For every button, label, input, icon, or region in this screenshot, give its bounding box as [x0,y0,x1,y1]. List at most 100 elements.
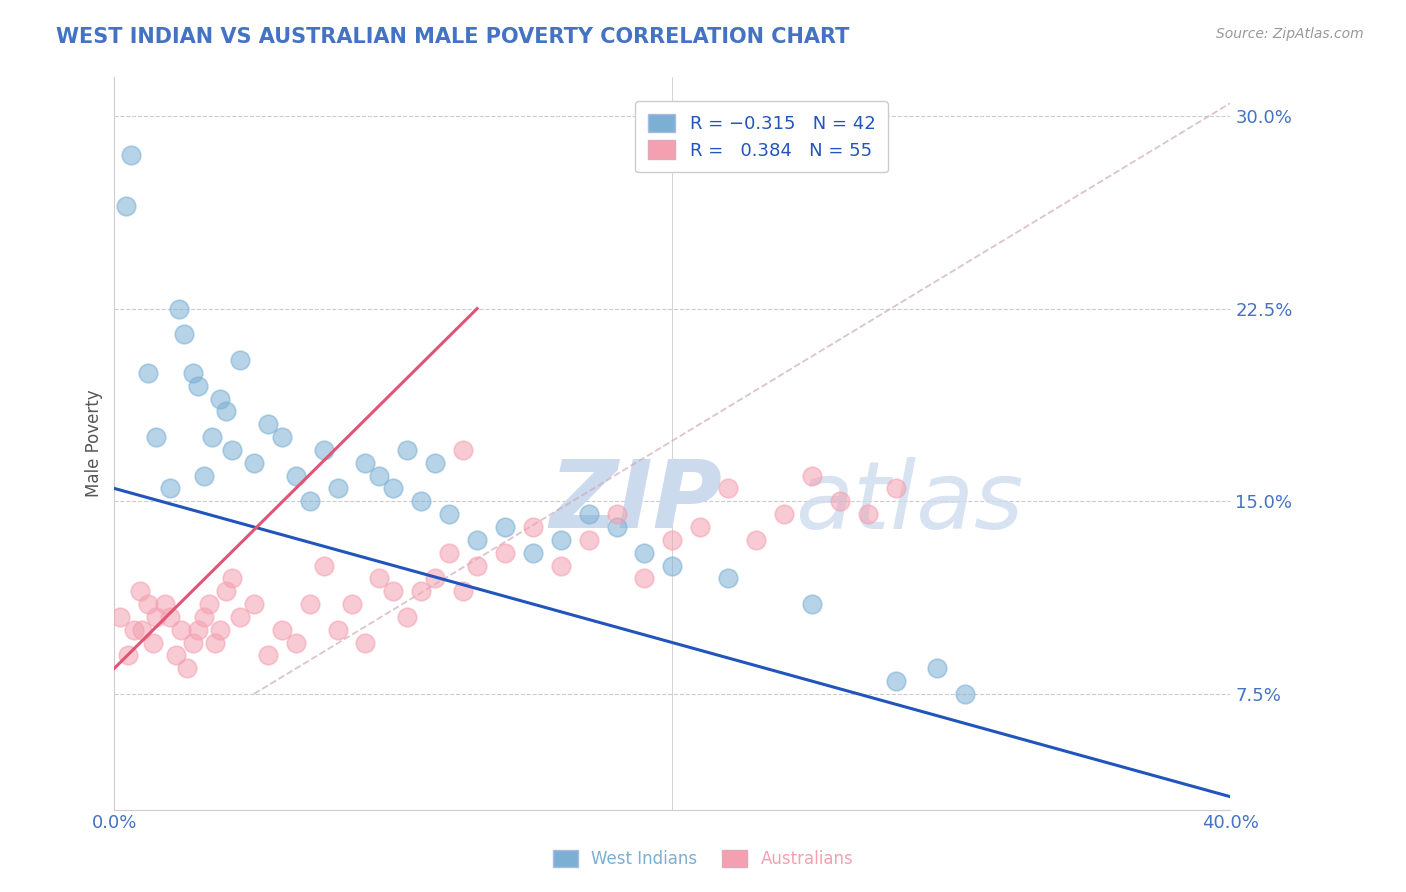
Point [828,494,851,508]
Point [550,533,572,547]
Point [633,546,655,560]
Point [578,533,600,547]
Point [167,301,190,316]
Point [884,482,907,496]
Point [187,623,209,637]
Point [176,661,198,675]
Point [198,597,221,611]
Point [633,571,655,585]
Point [159,610,181,624]
Point [136,597,159,611]
Point [411,584,433,599]
Point [181,635,204,649]
Point [396,610,419,624]
Point [173,327,195,342]
Point [396,442,419,457]
Point [193,468,215,483]
Point [122,623,145,637]
Point [354,456,377,470]
Point [136,366,159,380]
Point [204,635,226,649]
Point [451,442,474,457]
Point [494,520,516,534]
Point [800,597,823,611]
Point [131,623,153,637]
Point [142,635,165,649]
Point [270,623,292,637]
Point [340,597,363,611]
Point [114,199,136,213]
Point [215,404,238,418]
Point [856,507,879,521]
Point [193,610,215,624]
Point [229,353,252,368]
Point [187,378,209,392]
Point [717,571,740,585]
Point [661,558,683,573]
Point [181,366,204,380]
Legend: R = −0.315   N = 42, R =   0.384   N = 55: R = −0.315 N = 42, R = 0.384 N = 55 [636,101,889,172]
Point [145,430,167,444]
Text: atlas: atlas [796,457,1024,548]
Point [425,571,447,585]
Point [955,687,977,701]
Point [312,442,335,457]
Point [298,597,321,611]
Point [128,584,150,599]
Point [578,507,600,521]
Point [221,442,243,457]
Point [145,610,167,624]
Point [382,584,405,599]
Point [451,584,474,599]
Point [494,546,516,560]
Point [411,494,433,508]
Point [209,623,232,637]
Point [465,533,488,547]
Point [661,533,683,547]
Point [522,520,544,534]
Point [159,482,181,496]
Point [689,520,711,534]
Point [117,648,139,663]
Point [120,147,142,161]
Point [209,392,232,406]
Point [108,610,131,624]
Point [425,456,447,470]
Point [215,584,238,599]
Point [229,610,252,624]
Point [270,430,292,444]
Point [257,648,280,663]
Point [170,623,193,637]
Text: Source: ZipAtlas.com: Source: ZipAtlas.com [1216,27,1364,41]
Point [465,558,488,573]
Point [221,571,243,585]
Point [298,494,321,508]
Point [326,482,349,496]
Point [437,546,460,560]
Text: ZIP: ZIP [550,456,723,548]
Point [927,661,949,675]
Point [326,623,349,637]
Point [354,635,377,649]
Point [437,507,460,521]
Point [550,558,572,573]
Point [773,507,796,521]
Point [745,533,768,547]
Point [243,456,266,470]
Point [884,674,907,689]
Y-axis label: Male Poverty: Male Poverty [86,390,103,498]
Point [153,597,176,611]
Text: WEST INDIAN VS AUSTRALIAN MALE POVERTY CORRELATION CHART: WEST INDIAN VS AUSTRALIAN MALE POVERTY C… [56,27,849,46]
Point [800,468,823,483]
Point [522,546,544,560]
Point [368,571,391,585]
Point [312,558,335,573]
Point [382,482,405,496]
Point [606,520,628,534]
Point [165,648,187,663]
Point [257,417,280,432]
Point [284,468,307,483]
Point [368,468,391,483]
Point [717,482,740,496]
Point [284,635,307,649]
